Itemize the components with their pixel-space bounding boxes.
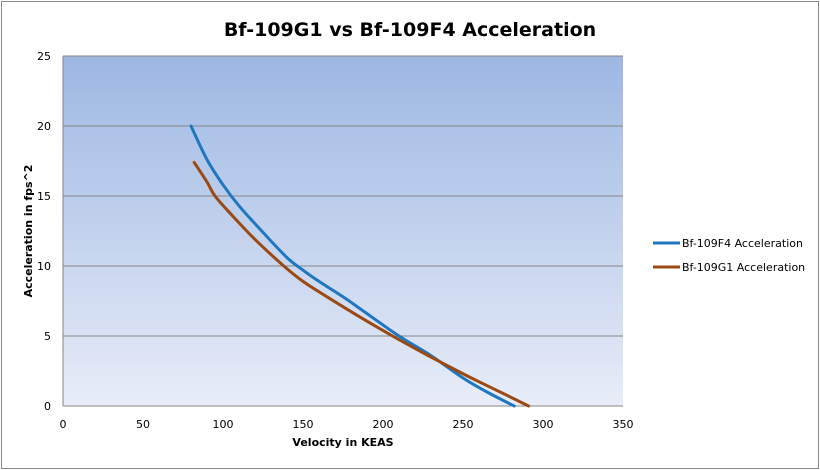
legend-label: Bf-109F4 Acceleration — [682, 237, 803, 250]
y-tick-label: 10 — [37, 260, 51, 273]
plot-area — [63, 56, 623, 406]
y-tick-label: 25 — [37, 50, 51, 63]
x-tick-label: 50 — [136, 418, 150, 431]
x-tick-label: 100 — [213, 418, 234, 431]
x-tick-label: 0 — [60, 418, 67, 431]
y-tick-label: 15 — [37, 190, 51, 203]
x-tick-label: 350 — [613, 418, 634, 431]
x-tick-label: 200 — [373, 418, 394, 431]
legend-label: Bf-109G1 Acceleration — [682, 261, 805, 274]
y-tick-label: 20 — [37, 120, 51, 133]
y-tick-label: 5 — [44, 330, 51, 343]
y-tick-label: 0 — [44, 400, 51, 413]
x-tick-label: 250 — [453, 418, 474, 431]
x-tick-label: 150 — [293, 418, 314, 431]
chart-title: Bf-109G1 vs Bf-109F4 Acceleration — [224, 19, 596, 41]
x-tick-label: 300 — [533, 418, 554, 431]
series-line-bf-109f4-acceleration — [189, 124, 516, 408]
x-axis-label: Velocity in KEAS — [292, 436, 393, 449]
series-line-bf-109g1-acceleration — [192, 160, 531, 408]
legend: Bf-109F4 Acceleration Bf-109G1 Accelerati… — [653, 237, 805, 274]
y-axis-label: Acceleration in fps^2 — [22, 165, 35, 298]
